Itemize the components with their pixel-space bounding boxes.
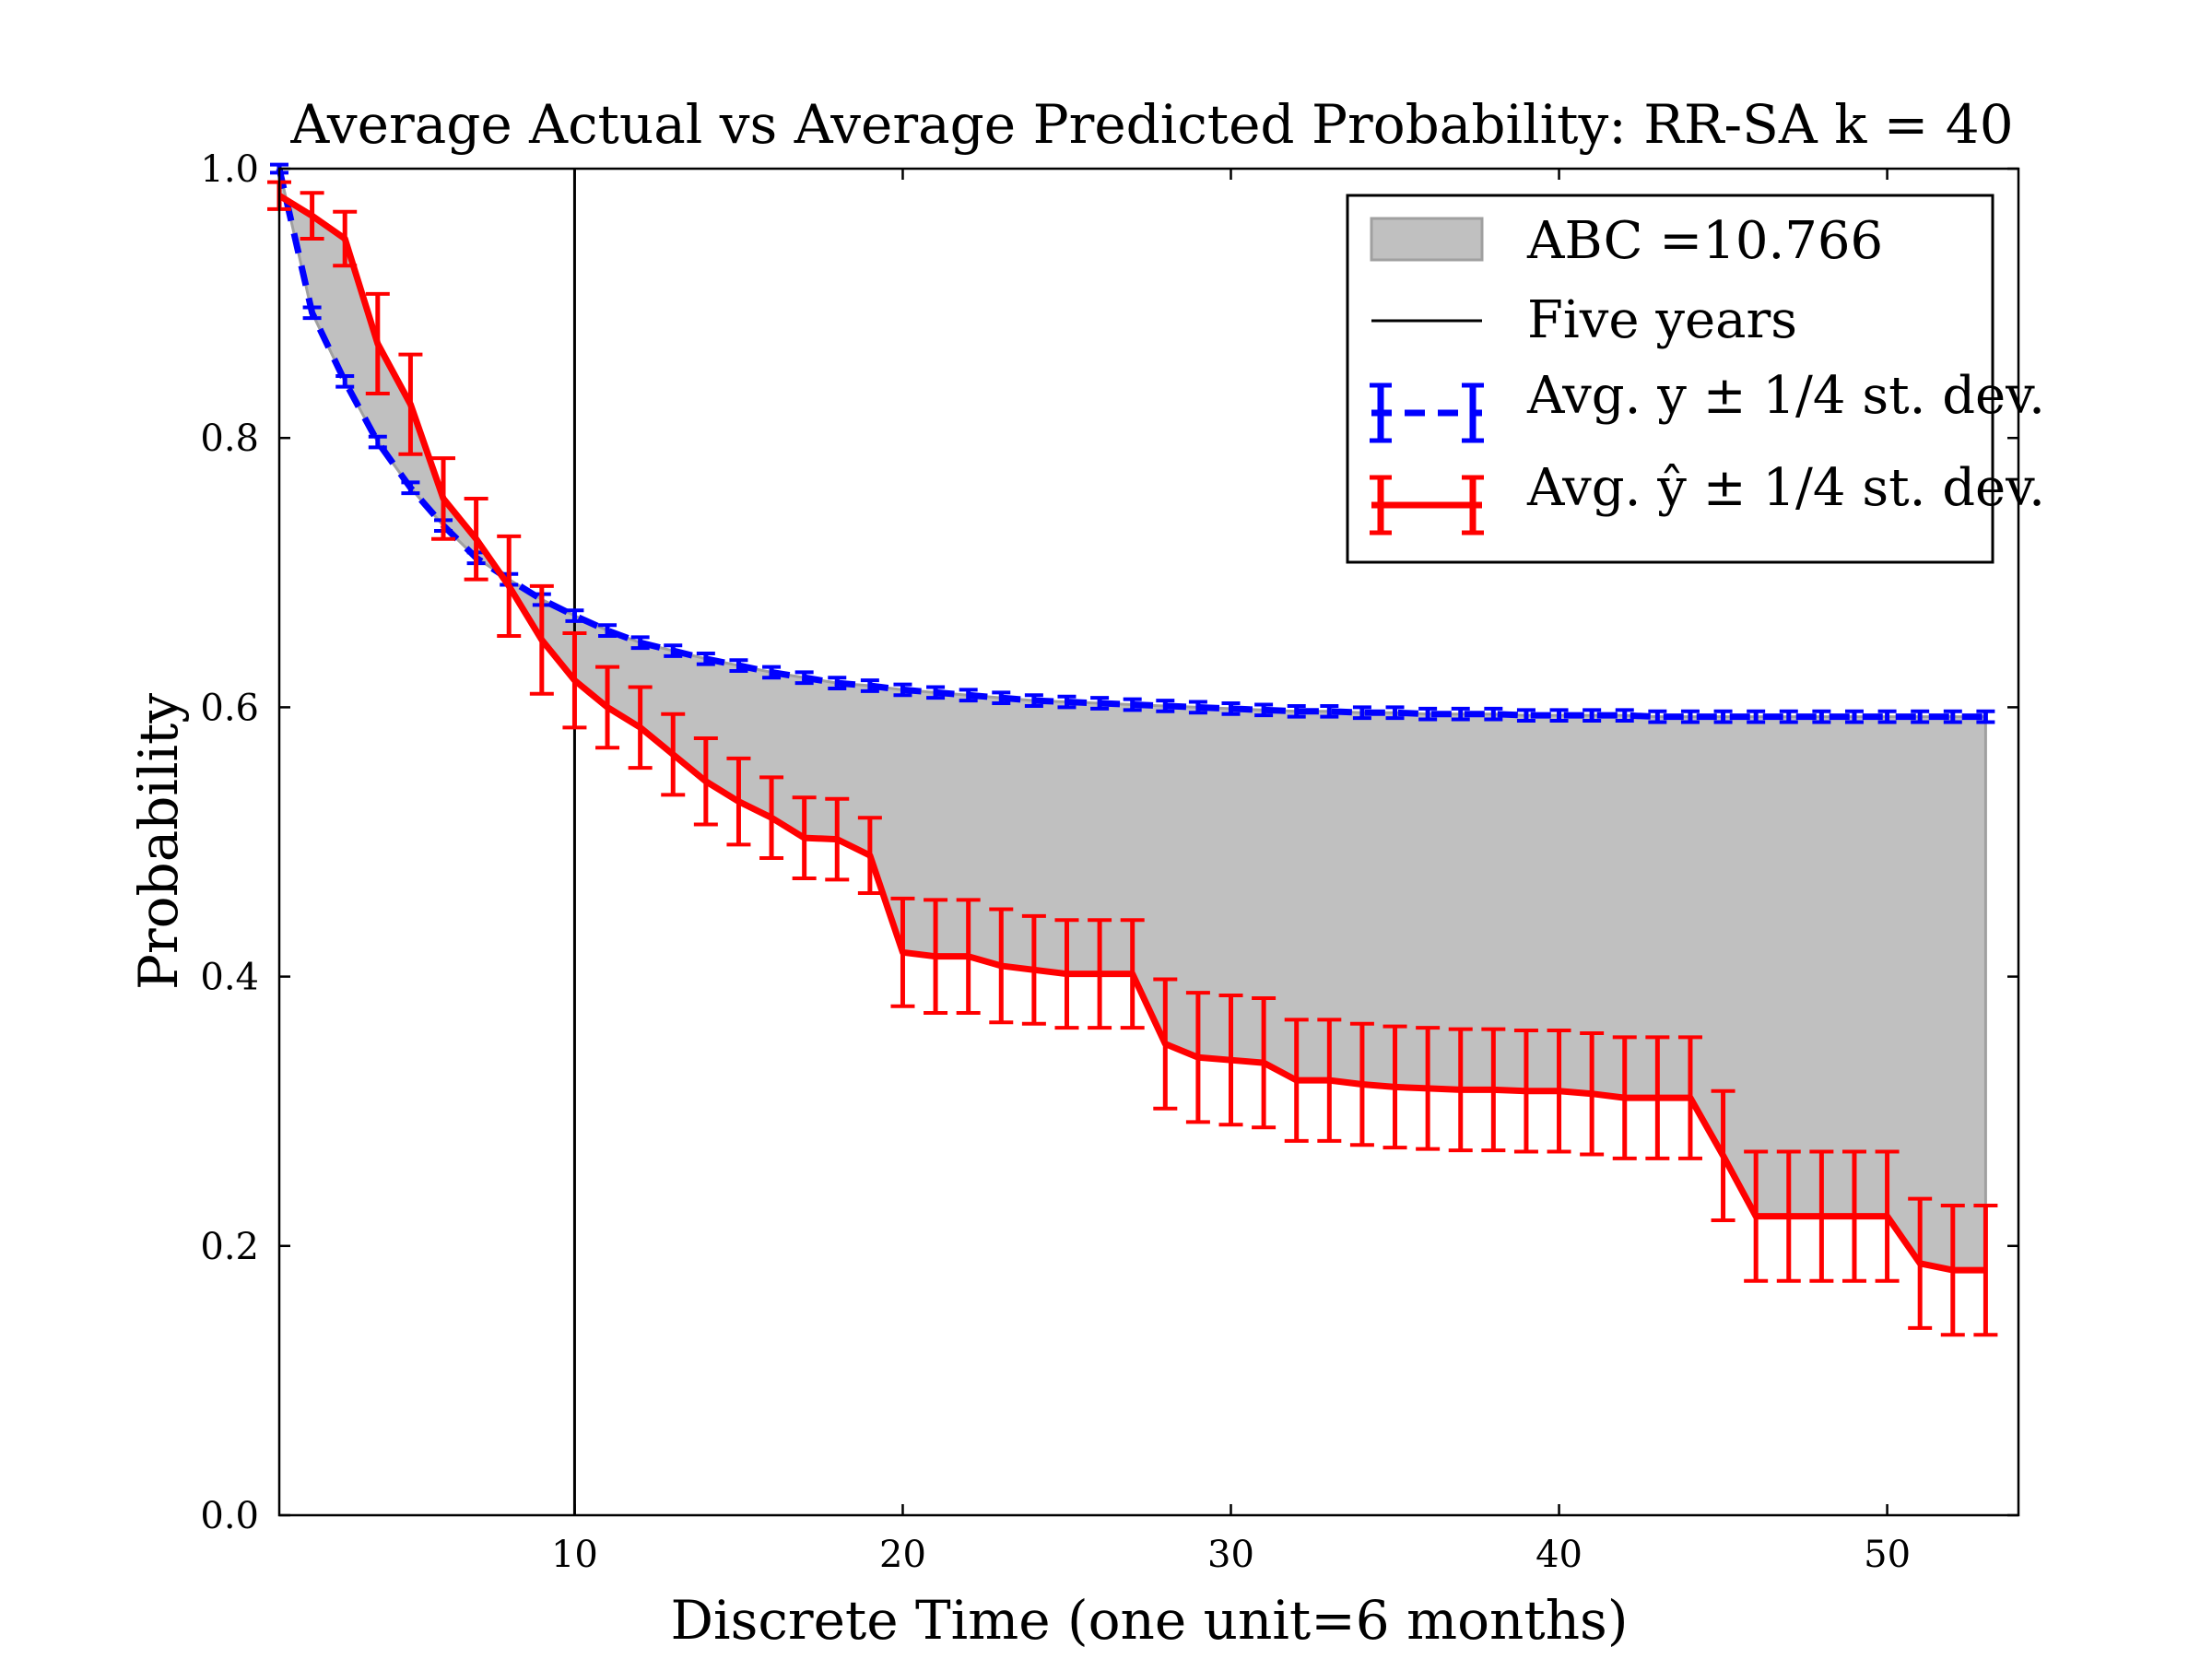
chart-title: Average Actual vs Average Predicted Prob… — [289, 93, 2013, 156]
actual-error-bar — [1648, 709, 1667, 724]
y-tick-label: 1.0 — [200, 148, 259, 191]
x-tick-label: 20 — [879, 1534, 926, 1576]
y-axis-label: Probability — [127, 693, 190, 990]
actual-error-bar — [1943, 709, 1962, 724]
actual-error-bar — [1680, 709, 1700, 724]
x-tick-label: 10 — [551, 1534, 598, 1576]
actual-error-bar — [1221, 701, 1241, 716]
actual-error-bar — [1911, 709, 1930, 724]
y-axis: 0.0 0.2 0.4 0.6 0.8 1.0 — [200, 148, 2018, 1537]
y-tick-label: 0.8 — [200, 418, 259, 460]
y-tick-label: 0.0 — [200, 1495, 259, 1537]
legend-predicted-label: Avg. ŷ ± 1/4 st. dev. — [1526, 458, 2045, 518]
actual-error-bar — [1254, 702, 1274, 718]
x-tick-label: 50 — [1864, 1534, 1911, 1576]
plot-frame — [277, 167, 2020, 1517]
x-tick-label: 40 — [1535, 1534, 1583, 1576]
actual-error-bar — [1352, 705, 1371, 721]
actual-error-bar — [1976, 709, 1995, 724]
x-axis: 10 20 30 40 50 — [551, 169, 1911, 1576]
actual-error-bar — [1320, 703, 1339, 719]
legend-abc-swatch — [1370, 217, 1484, 262]
legend-actual-swatch — [1370, 382, 1484, 443]
actual-error-bar — [1713, 709, 1733, 724]
actual-series-line — [276, 168, 1986, 721]
legend: ABC =10.766 Five years Avg. y ± 1/4 st. … — [1346, 194, 2045, 564]
actual-error-bar — [1583, 708, 1602, 724]
x-axis-label: Discrete Time (one unit=6 months) — [671, 1589, 1629, 1652]
actual-error-bars — [270, 162, 1995, 724]
actual-error-bar — [1287, 703, 1306, 719]
actual-error-bar — [1451, 706, 1470, 722]
x-tick-label: 30 — [1207, 1534, 1254, 1576]
actual-error-bar — [1188, 700, 1207, 715]
actual-error-bar — [1844, 709, 1864, 724]
actual-error-bar — [1615, 708, 1634, 724]
actual-error-bar — [1747, 709, 1766, 724]
legend-actual-label: Avg. y ± 1/4 st. dev. — [1526, 366, 2045, 426]
legend-vline-label: Five years — [1527, 290, 1797, 350]
y-tick-label: 0.2 — [200, 1226, 259, 1268]
actual-error-bar — [1484, 706, 1503, 722]
actual-error-bar — [1418, 706, 1438, 722]
actual-error-bar — [1877, 709, 1897, 724]
y-tick-label: 0.6 — [200, 687, 259, 729]
actual-error-bar — [1516, 708, 1535, 724]
actual-error-bar — [1549, 708, 1569, 724]
actual-error-bar — [1779, 709, 1798, 724]
legend-predicted-swatch — [1370, 475, 1484, 535]
legend-abc-label: ABC =10.766 — [1526, 211, 1883, 271]
actual-error-bar — [1156, 699, 1175, 713]
actual-error-bar — [1123, 697, 1142, 712]
y-tick-label: 0.4 — [200, 957, 259, 999]
actual-error-bar — [1385, 705, 1405, 721]
plot-area — [267, 162, 1998, 1515]
actual-error-bar — [1812, 709, 1831, 724]
predicted-series-line — [277, 193, 1986, 1274]
